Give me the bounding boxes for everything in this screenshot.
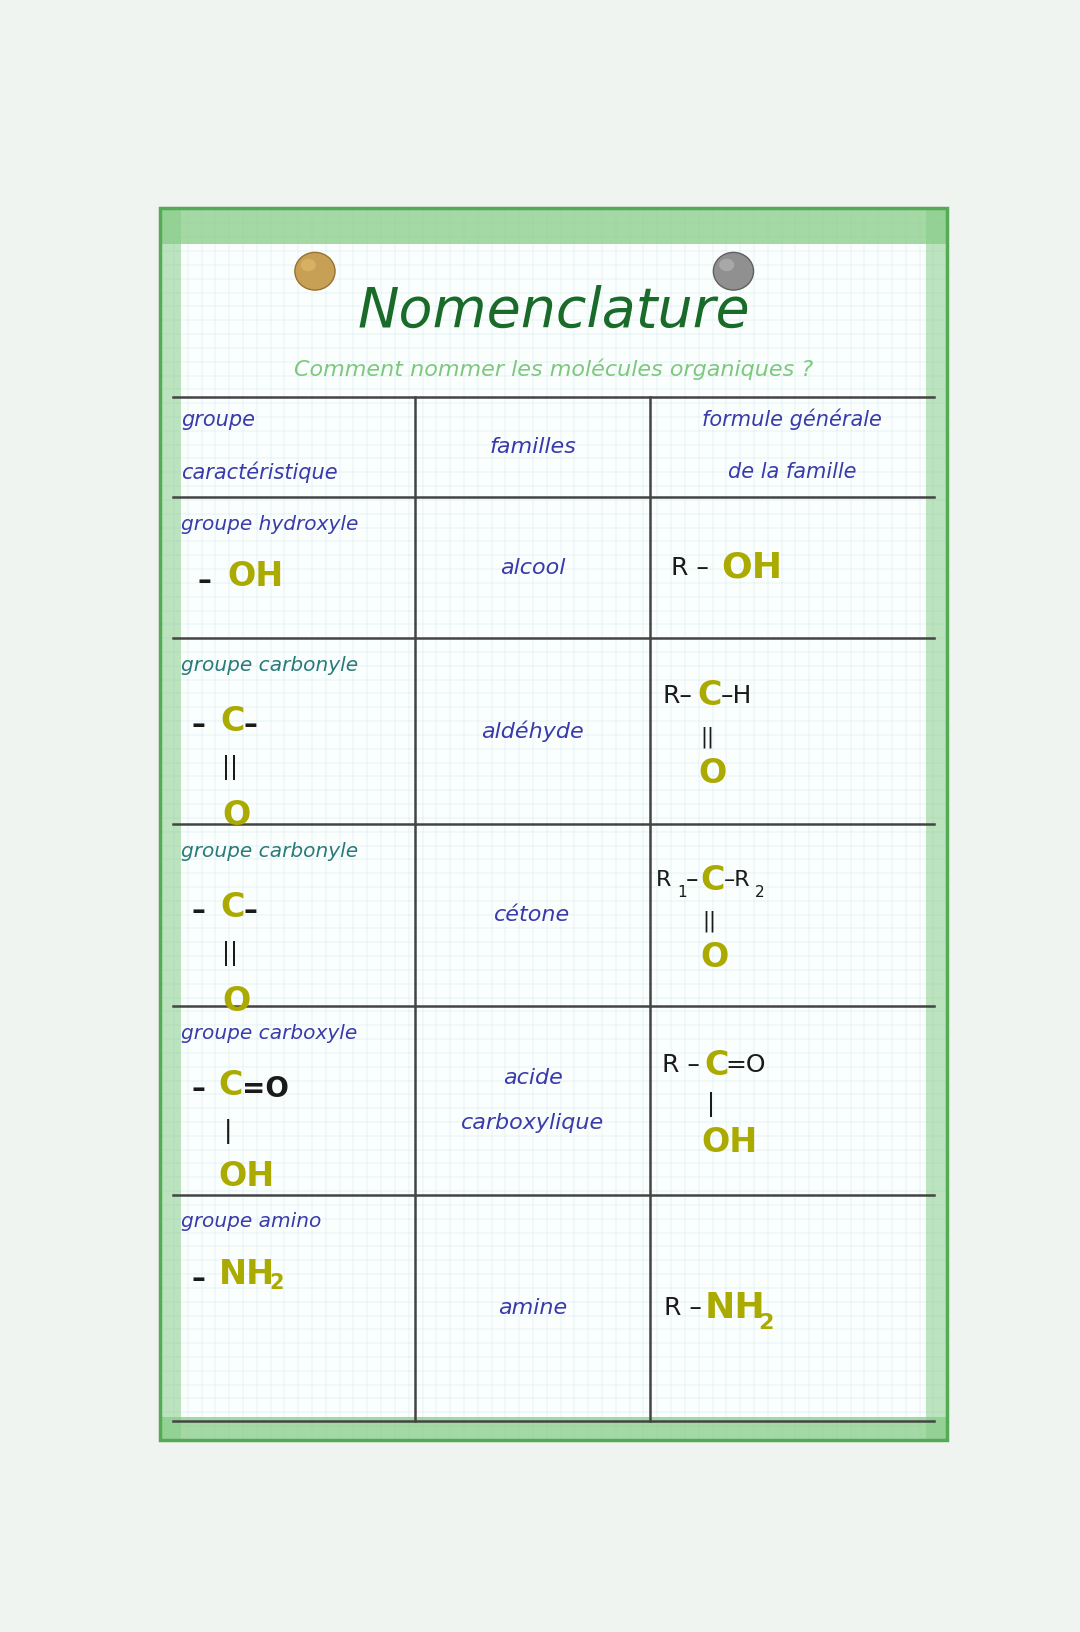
Text: alcool: alcool (500, 558, 565, 578)
Text: O: O (222, 800, 251, 832)
Text: C: C (218, 1069, 243, 1102)
Text: =O: =O (725, 1053, 766, 1077)
Text: OH: OH (218, 1160, 275, 1193)
Text: C: C (220, 891, 245, 924)
Text: amine: amine (498, 1297, 567, 1319)
Text: R –: R – (662, 1053, 700, 1077)
Text: Nomenclature: Nomenclature (357, 286, 750, 338)
Text: groupe carbonyle: groupe carbonyle (181, 842, 359, 860)
FancyBboxPatch shape (160, 209, 947, 1439)
FancyBboxPatch shape (160, 209, 181, 1439)
Text: –: – (198, 566, 212, 594)
FancyBboxPatch shape (926, 209, 947, 1439)
Text: caractéristique: caractéristique (181, 462, 338, 483)
Text: groupe carboxyle: groupe carboxyle (181, 1023, 357, 1043)
Text: carboxylique: carboxylique (461, 1113, 604, 1133)
Text: aldéhyde: aldéhyde (482, 720, 584, 743)
Ellipse shape (300, 258, 315, 271)
Text: C: C (704, 1049, 729, 1082)
Ellipse shape (295, 253, 335, 290)
Text: =O: =O (242, 1075, 289, 1103)
Text: NH: NH (218, 1258, 274, 1291)
Text: –H: –H (721, 684, 753, 708)
Text: –: – (192, 898, 206, 925)
Text: O: O (222, 986, 251, 1018)
Text: C: C (701, 863, 726, 896)
Text: O: O (701, 942, 729, 974)
Text: C: C (220, 705, 245, 738)
Text: Comment nommer les molécules organiques ?: Comment nommer les molécules organiques … (294, 359, 813, 380)
Text: –: – (192, 1265, 206, 1293)
Text: OH: OH (227, 560, 283, 594)
Text: OH: OH (721, 552, 782, 584)
Text: C: C (698, 679, 721, 713)
Text: 2: 2 (269, 1273, 283, 1293)
Text: familles: familles (489, 437, 576, 457)
Text: groupe: groupe (181, 410, 255, 429)
Text: |: | (224, 1120, 232, 1144)
FancyBboxPatch shape (160, 1417, 947, 1439)
Text: groupe hydroxyle: groupe hydroxyle (181, 516, 359, 534)
Text: –: – (192, 1075, 206, 1103)
Text: ||: || (700, 726, 714, 747)
Text: ||: || (702, 911, 716, 932)
Text: O: O (699, 757, 727, 790)
Text: groupe amino: groupe amino (181, 1213, 322, 1232)
Text: cétone: cétone (495, 906, 570, 925)
Text: –R: –R (724, 870, 750, 889)
Text: 2: 2 (754, 885, 764, 901)
Text: formule générale: formule générale (702, 408, 882, 431)
Ellipse shape (714, 253, 754, 290)
Text: NH: NH (704, 1291, 765, 1325)
Text: OH: OH (702, 1126, 758, 1159)
Text: 2: 2 (758, 1314, 774, 1333)
Text: R: R (656, 870, 671, 889)
Text: R –: R – (671, 557, 708, 579)
Text: R–: R– (662, 684, 692, 708)
Text: –: – (192, 712, 206, 739)
Ellipse shape (719, 258, 734, 271)
Text: –: – (686, 868, 699, 893)
Text: R –: R – (664, 1296, 702, 1320)
Text: 1: 1 (677, 885, 687, 901)
Text: |: | (706, 1092, 715, 1116)
Text: ||: || (222, 756, 238, 780)
Text: groupe carbonyle: groupe carbonyle (181, 656, 359, 674)
FancyBboxPatch shape (160, 209, 947, 243)
Text: acide: acide (502, 1067, 563, 1089)
Text: de la famille: de la famille (728, 462, 856, 483)
Text: –: – (244, 898, 258, 925)
Text: –: – (244, 712, 258, 739)
Text: ||: || (222, 942, 238, 966)
